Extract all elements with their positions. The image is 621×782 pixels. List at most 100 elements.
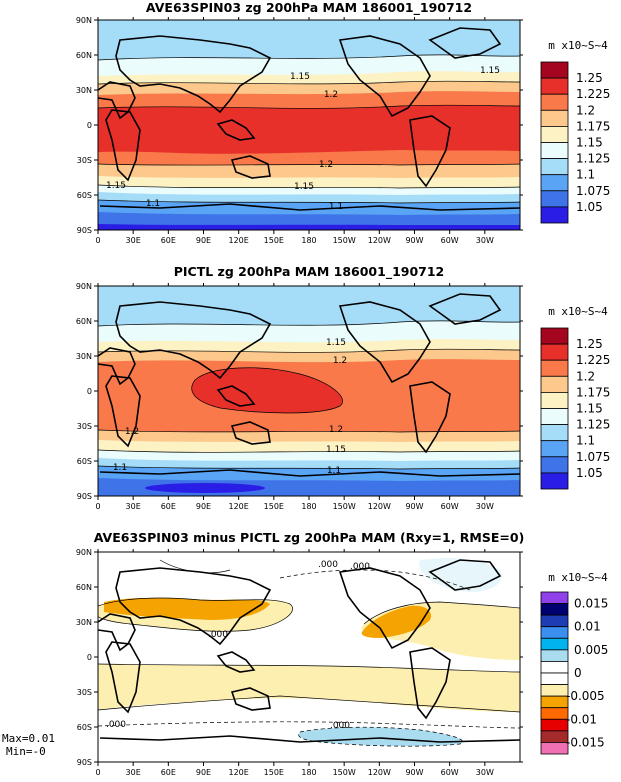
y-tick-label: 90N xyxy=(76,282,92,291)
y-tick-label: 60N xyxy=(76,583,92,592)
colorbar-swatch xyxy=(540,391,569,409)
colorbar-label: 0.005 xyxy=(574,643,608,657)
y-tick-label: 90S xyxy=(77,492,92,501)
x-tick-label: 60E xyxy=(161,502,176,511)
x-tick-label: 120W xyxy=(368,502,391,511)
x-tick-label: 120E xyxy=(229,768,249,777)
panel-3-units: m x10~S~4 xyxy=(548,571,608,584)
y-tick-label: 90S xyxy=(77,226,92,235)
colorbar-label: 0.01 xyxy=(574,620,601,634)
colorbar-label: 1.225 xyxy=(576,87,610,101)
x-tick-label: 30E xyxy=(126,768,141,777)
x-tick-label: 150W xyxy=(333,236,356,245)
colorbar-swatch xyxy=(540,614,569,628)
colorbar-label: 1.125 xyxy=(576,152,610,166)
colorbar-swatch xyxy=(540,375,569,393)
contour-label: 1.2 xyxy=(333,356,347,366)
panel-1-contour-labels: 1.15 1.2 1.15 1.2 1.15 1.15 1.1 1.1 xyxy=(106,66,500,212)
colorbar-label: 1.075 xyxy=(576,184,610,198)
panel-1-title: AVE63SPIN03 zg 200hPa MAM 186001_190712 xyxy=(146,0,472,16)
colorbar-swatch xyxy=(540,626,569,639)
panel-3-field: .000 .000 .000 .000 .000 xyxy=(98,552,520,762)
colorbar-swatch xyxy=(540,109,569,127)
x-tick-label: 120W xyxy=(368,768,391,777)
colorbar-label: 1.2 xyxy=(576,369,595,383)
colorbar-swatch xyxy=(540,158,569,176)
colorbar-label: 1.075 xyxy=(576,450,610,464)
panel-2-units: m x10~S~4 xyxy=(548,305,608,318)
colorbar-swatch xyxy=(540,424,569,442)
y-tick-label: 0 xyxy=(87,387,92,396)
colorbar-swatch xyxy=(540,77,569,95)
colorbar-label: 0.015 xyxy=(574,597,608,611)
x-tick-label: 120W xyxy=(368,236,391,245)
colorbar-swatch xyxy=(540,649,569,662)
colorbar-label: 1.05 xyxy=(576,200,603,214)
panel-2-axes: 0 30E 60E 90E 120E 150E 180 150W 120W 90W 60W 30W 90… xyxy=(76,282,523,511)
colorbar-label: -0.015 xyxy=(566,735,605,749)
colorbar-swatch xyxy=(540,327,569,345)
contour-label: 1.1 xyxy=(327,466,341,476)
contour-label: 1.2 xyxy=(319,160,333,170)
x-tick-label: 0 xyxy=(95,236,100,245)
contour-label: 1.2 xyxy=(329,425,343,435)
panel-2-field: 1.15 1.2 1.2 1.2 1.15 1.1 1.1 xyxy=(98,286,520,496)
x-tick-label: 90E xyxy=(196,502,211,511)
colorbar-swatch xyxy=(540,359,569,377)
colorbar-label: 1.175 xyxy=(576,385,610,399)
x-tick-label: 150E xyxy=(264,502,284,511)
x-tick-label: 150E xyxy=(264,768,284,777)
x-tick-label: 180 xyxy=(301,236,316,245)
x-tick-label: 150E xyxy=(264,236,284,245)
contour-label: 1.15 xyxy=(326,338,346,348)
colorbar-label: 1.25 xyxy=(576,337,603,351)
colorbar-swatch xyxy=(540,142,569,160)
y-tick-label: 30N xyxy=(76,86,92,95)
contour-label: 1.15 xyxy=(106,181,126,191)
x-tick-label: 30E xyxy=(126,236,141,245)
x-tick-label: 60E xyxy=(161,768,176,777)
y-tick-label: 90N xyxy=(76,548,92,557)
x-tick-label: 30W xyxy=(476,236,494,245)
y-tick-label: 30S xyxy=(77,688,92,697)
colorbar-swatch xyxy=(540,684,569,697)
colorbar-swatch xyxy=(540,707,569,720)
colorbar-label: 1.125 xyxy=(576,418,610,432)
y-tick-label: 60S xyxy=(77,457,92,466)
panel-3: AVE63SPIN03 minus PICTL zg 200hPa MAM (R… xyxy=(2,530,608,777)
panel-1-units: m x10~S~4 xyxy=(548,39,608,52)
contour-label: 1.1 xyxy=(146,199,160,209)
panel-3-axes: 0 30E 60E 90E 120E 150E 180 150W 120W 90W 60W 30W 90… xyxy=(76,548,523,777)
panel-3-contour-labels: .000 .000 .000 .000 .000 xyxy=(106,560,370,731)
colorbar-swatch xyxy=(540,61,569,79)
panel-1-field: 1.15 1.2 1.15 1.2 1.15 1.15 1.1 1.1 xyxy=(98,20,520,230)
y-tick-label: 60N xyxy=(76,51,92,60)
contour-label: 1.15 xyxy=(290,72,310,82)
panel-1-axes: 0 30E 60E 90E 120E 150E 180 150W 120W 90W 60W 30W 90… xyxy=(76,16,523,245)
contour-label: 1.2 xyxy=(125,427,139,437)
colorbar-swatch xyxy=(540,408,569,426)
x-tick-label: 90E xyxy=(196,768,211,777)
x-tick-label: 180 xyxy=(301,502,316,511)
y-tick-label: 0 xyxy=(87,121,92,130)
colorbar-swatch xyxy=(540,190,569,208)
colorbar-swatch xyxy=(540,637,569,651)
y-tick-label: 90N xyxy=(76,16,92,25)
contour-label: 1.1 xyxy=(113,463,127,473)
colorbar-swatch xyxy=(540,343,569,361)
x-tick-label: 150W xyxy=(333,768,356,777)
y-tick-label: 30S xyxy=(77,156,92,165)
x-tick-label: 0 xyxy=(95,502,100,511)
colorbar-label: 1.2 xyxy=(576,103,595,117)
colorbar-label: 1.25 xyxy=(576,71,603,85)
colorbar-swatch xyxy=(540,718,569,732)
contour-label: 1.1 xyxy=(329,202,343,212)
colorbar-label: -0.01 xyxy=(566,712,597,726)
panel-1-colorbar: 1.05 1.075 1.1 1.125 1.15 1.175 1.2 1.225 1.25 xyxy=(540,61,610,224)
x-tick-label: 60W xyxy=(441,236,459,245)
contour-label: .000 xyxy=(330,721,350,731)
x-tick-label: 90W xyxy=(405,768,423,777)
y-tick-label: 90S xyxy=(77,758,92,767)
min-stat: Min=-0 xyxy=(6,745,46,758)
panel-1: AVE63SPIN03 zg 200hPa MAM 186001_190712 xyxy=(76,0,611,245)
